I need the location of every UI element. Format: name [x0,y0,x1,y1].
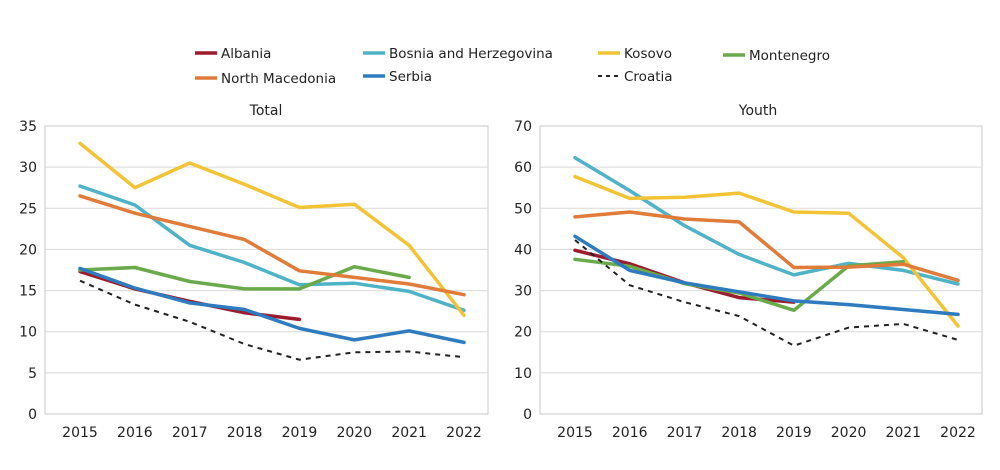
y-tick-label: 0 [28,407,37,423]
plot-frame [44,125,489,415]
x-tick-label: 2021 [885,425,921,441]
series-line-north-macedonia [78,194,466,297]
legend: Albania Bosnia and Herzegovina Kosovo Monte… [195,46,830,87]
x-tick-label: 2015 [62,425,98,441]
series-line-croatia [79,279,465,361]
series-line-bosnia-and-herzegovina [573,155,960,286]
x-tick-label: 2020 [336,425,372,441]
y-tick-label: 0 [523,407,532,423]
x-tick-label: 2019 [282,425,318,441]
legend-label-north-macedonia: North Macedonia [221,71,336,87]
chart-youth-panel: Youth 0 10 20 30 40 50 60 70 2015 2016 2017 2018 2019… [514,103,983,441]
y-tick-label: 70 [514,119,532,135]
x-tick-label: 2015 [557,425,593,441]
y-tick-label: 10 [514,366,532,382]
x-tick-label: 2020 [831,425,867,441]
y-tick-label: 40 [514,242,532,258]
series-line-serbia [573,234,960,317]
series-line-kosovo [573,174,960,328]
x-tick-label: 2016 [612,425,648,441]
x-tick-label: 2018 [721,425,757,441]
x-tick-label: 2017 [172,425,208,441]
plot-frame [539,125,983,415]
x-tick-label: 2017 [667,425,703,441]
legend-label-montenegro: Montenegro [749,48,830,64]
chart-total-panel: Total 0 5 10 15 20 25 30 35 2015 2016 2017 2018 2019 2… [19,103,489,441]
legend-label-bosnia-and-herzegovina: Bosnia and Herzegovina [389,46,553,62]
y-tick-label: 25 [19,201,37,217]
y-tick-label: 35 [19,119,37,135]
y-tick-label: 30 [19,160,37,176]
y-tick-label: 50 [514,201,532,217]
series-line-bosnia-and-herzegovina [78,184,466,313]
legend-item-serbia: Serbia [363,69,432,85]
legend-label-serbia: Serbia [389,69,432,85]
legend-item-albania: Albania [195,46,271,62]
y-tick-label: 5 [28,366,37,382]
legend-label-albania: Albania [221,46,271,62]
legend-item-croatia: Croatia [598,69,673,85]
legend-item-montenegro: Montenegro [723,48,830,64]
series-line-north-macedonia [573,210,960,283]
x-tick-label: 2018 [227,425,263,441]
x-tick-label: 2022 [940,425,976,441]
x-tick-label: 2016 [117,425,153,441]
x-tick-label: 2019 [776,425,812,441]
series-line-serbia [78,266,466,345]
legend-label-croatia: Croatia [624,69,673,85]
y-tick-label: 15 [19,284,37,300]
y-tick-label: 10 [19,325,37,341]
legend-item-bosnia-and-herzegovina: Bosnia and Herzegovina [363,46,553,62]
y-tick-label: 20 [19,242,37,258]
series-line-montenegro [78,264,411,291]
panel-title: Youth [738,103,778,119]
panel-title: Total [249,103,283,119]
legend-item-north-macedonia: North Macedonia [195,71,336,87]
legend-item-kosovo: Kosovo [598,46,672,62]
legend-label-kosovo: Kosovo [624,46,672,62]
y-tick-label: 30 [514,284,532,300]
x-tick-label: 2022 [446,425,482,441]
y-tick-label: 20 [514,325,532,341]
series-line-kosovo [78,141,466,318]
x-tick-label: 2021 [391,425,427,441]
y-tick-label: 60 [514,160,532,176]
series-line-croatia [574,239,959,347]
